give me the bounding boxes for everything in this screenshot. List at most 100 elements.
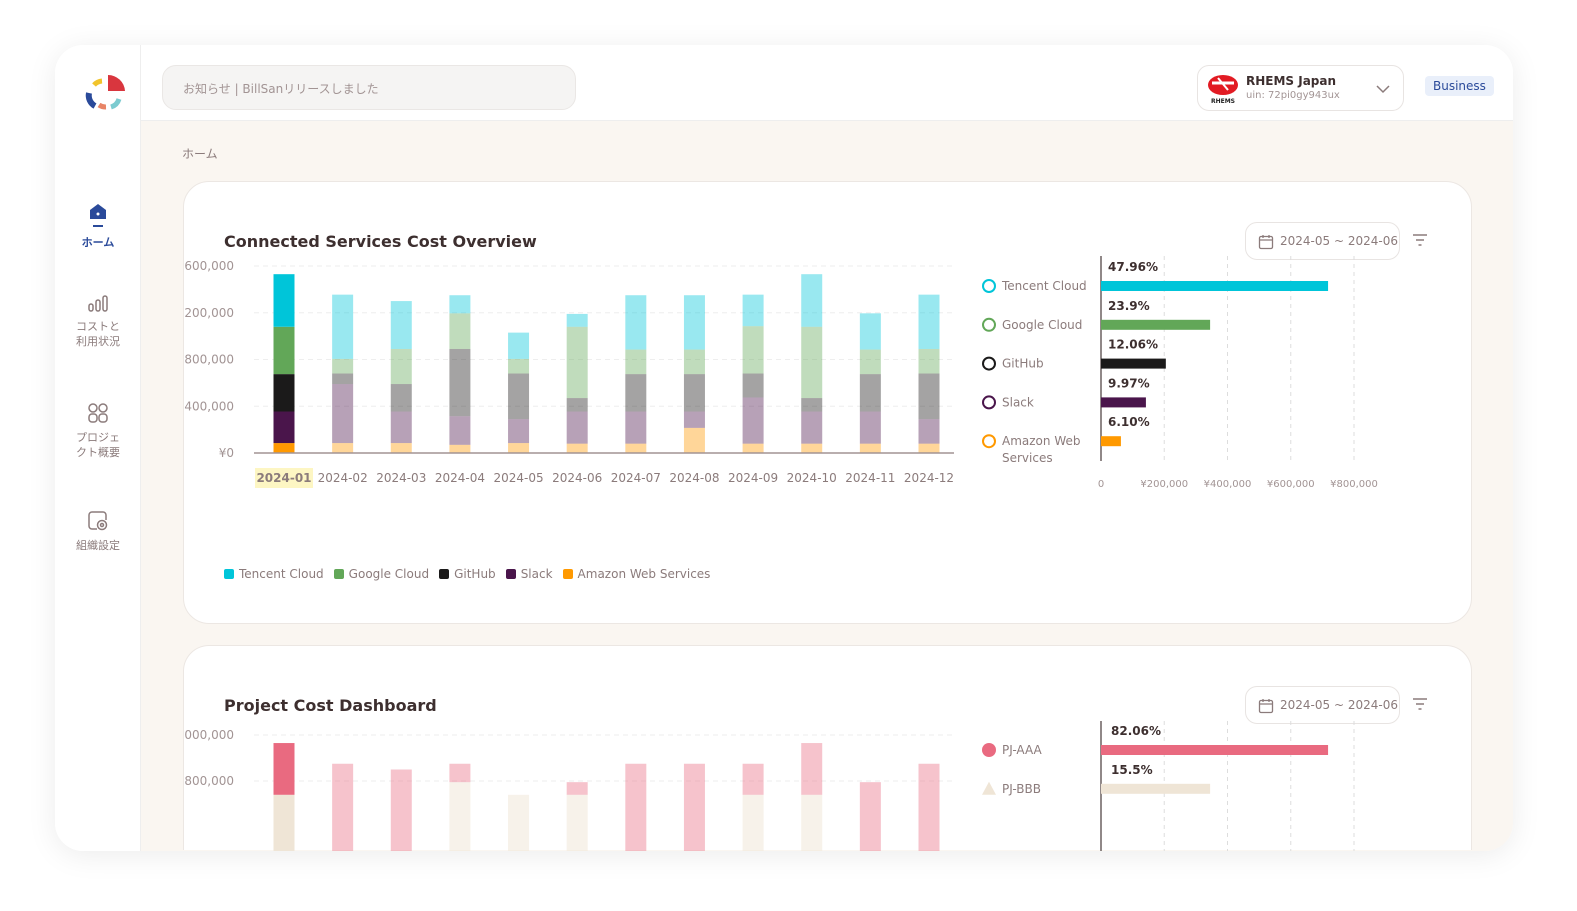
bar-segment-slack	[508, 419, 530, 444]
bar-segment-google-cloud	[918, 348, 940, 374]
announcement-bar[interactable]: お知らせ | BillSanリリースしました	[162, 65, 576, 110]
tencent-cloud-icon	[982, 279, 996, 293]
organization-selector[interactable]: RHEMS RHEMS Japan uin: 72pi0gy943ux	[1197, 65, 1404, 111]
bar-aws	[1101, 436, 1121, 447]
calendar-icon	[1258, 699, 1274, 714]
bar-segment-slack	[625, 411, 647, 444]
x-tick-label: 2024-08	[669, 471, 719, 485]
date-range-picker[interactable]: 2024-05 ~ 2024-06	[1245, 686, 1400, 724]
x-tick-label: 2024-05	[493, 471, 543, 485]
percentage-label: 47.96%	[1108, 260, 1158, 274]
bar-segment-tencent-cloud	[683, 295, 705, 350]
service-label: Amazon Web	[1002, 434, 1080, 448]
sidebar-item-projects[interactable]: プロジェ クト概要	[55, 402, 141, 460]
triangle-icon	[982, 781, 996, 795]
bar-segment-google-cloud	[449, 313, 471, 349]
x-tick-label: 2024-10	[787, 471, 837, 485]
bar-tencent-cloud	[1101, 281, 1329, 291]
y-tick-label: ¥800,000	[184, 774, 234, 788]
percentage-label: 12.06%	[1108, 338, 1158, 352]
bar-segment-pj-aaa	[742, 763, 764, 795]
bar-segment-amazon-web-services	[332, 443, 354, 453]
calendar-icon	[1258, 235, 1274, 250]
bar-segment-amazon-web-services	[273, 443, 295, 453]
sidebar-item-org-settings[interactable]: 組織設定	[55, 510, 141, 553]
bar-segment-github	[332, 373, 354, 385]
aws-icon	[982, 434, 996, 449]
x-tick-label: ¥200,000	[1140, 479, 1188, 490]
x-tick-label: 2024-01	[256, 471, 311, 485]
service-label: Slack	[1002, 395, 1034, 409]
legend-label: GitHub	[454, 567, 496, 581]
x-tick-label: 2024-09	[728, 471, 778, 485]
legend-item[interactable]: GitHub	[439, 567, 496, 581]
bar-segment-tencent-cloud	[859, 313, 881, 350]
bar-segment-github	[683, 374, 705, 412]
service-label: Tencent Cloud	[1001, 279, 1087, 293]
bar-segment-pj-bbb	[449, 782, 471, 851]
bar-segment-tencent-cloud	[273, 274, 295, 327]
bar-segment-pj-aaa	[566, 782, 588, 795]
y-tick-label: ¥1,600,000	[184, 259, 234, 273]
bar-segment-slack	[918, 419, 940, 444]
y-tick-label: ¥800,000	[184, 353, 234, 367]
bar-segment-pj-aaa	[625, 763, 647, 851]
legend-item[interactable]: Google Cloud	[333, 567, 429, 581]
x-tick-label: 2024-12	[904, 471, 954, 485]
bar-segment-tencent-cloud	[332, 294, 354, 359]
bar-segment-google-cloud	[683, 349, 705, 375]
bar-segment-amazon-web-services	[683, 427, 705, 453]
legend-label: Amazon Web Services	[577, 567, 711, 581]
bar-segment-slack	[332, 384, 354, 444]
legend-item[interactable]: Amazon Web Services	[562, 567, 711, 581]
y-tick-label: ¥0	[219, 446, 234, 460]
sidebar-item-home[interactable]: ホーム	[55, 203, 141, 250]
bar-segment-slack	[566, 411, 588, 444]
slack-icon	[982, 395, 996, 410]
bar-chart-icon	[88, 295, 108, 312]
bar-segment-google-cloud	[332, 358, 354, 374]
bar-segment-amazon-web-services	[566, 443, 588, 453]
project-label: PJ-BBB	[1002, 782, 1041, 796]
chevron-down-icon	[1376, 85, 1390, 94]
highlight-label-bg	[255, 468, 313, 488]
filter-icon[interactable]	[1412, 697, 1428, 711]
bar-google-cloud	[1101, 319, 1211, 330]
legend-item[interactable]: Tencent Cloud	[224, 567, 324, 581]
google-cloud-icon	[982, 317, 996, 332]
filter-icon[interactable]	[1412, 233, 1428, 247]
x-tick-label: ¥400,000	[1204, 479, 1252, 490]
bar-segment-tencent-cloud	[508, 332, 530, 359]
main-content: ホーム Connected Services Cost Overview 202…	[141, 121, 1513, 851]
date-range-picker[interactable]: 2024-05 ~ 2024-06	[1245, 222, 1400, 260]
sidebar-item-cost-usage[interactable]: コストと 利用状況	[55, 295, 141, 349]
legend-item[interactable]: Slack	[505, 567, 553, 581]
bar-segment-tencent-cloud	[742, 294, 764, 327]
breadcrumb[interactable]: ホーム	[182, 147, 218, 161]
service-label: Google Cloud	[1002, 318, 1082, 332]
card-title: Project Cost Dashboard	[224, 696, 437, 715]
bar-segment-slack	[742, 397, 764, 444]
bar-segment-google-cloud	[801, 326, 823, 399]
bar-segment-github	[390, 384, 412, 412]
bar-github	[1101, 358, 1166, 369]
x-tick-label: ¥800,000	[1330, 479, 1378, 490]
project-stacked-bar-chart: ¥800,000 ¥1,000,000 82.06% PJ-AAA 15.5% PJ-BB…	[184, 721, 1355, 851]
bar-segment-github	[508, 373, 530, 420]
percentage-label: 15.5%	[1111, 763, 1153, 777]
org-uin: uin: 72pi0gy943ux	[1246, 90, 1340, 101]
service-label: GitHub	[1002, 357, 1044, 371]
bar-segment-google-cloud	[390, 348, 412, 385]
sidebar-item-label: 組織設定	[76, 539, 120, 552]
percentage-label: 6.10%	[1108, 415, 1150, 429]
app-window: ホーム コストと 利用状況 プロジェ クト概要 組織設定 お知らせ | Bill…	[55, 45, 1513, 851]
legend-swatch	[333, 569, 344, 579]
legend-label: Tencent Cloud	[239, 567, 324, 581]
bar-pj-aaa	[1101, 745, 1329, 755]
bar-pj-bbb	[1101, 783, 1211, 794]
sidebar-item-label: プロジェ クト概要	[76, 431, 120, 459]
bar-segment-pj-aaa	[390, 769, 412, 851]
bar-segment-amazon-web-services	[859, 443, 881, 453]
bar-segment-pj-bbb	[801, 794, 823, 851]
stacked-bar-chart: ¥0 ¥400,000 ¥800,000 ¥1,200,000 ¥1,600,000 20…	[184, 256, 1378, 490]
